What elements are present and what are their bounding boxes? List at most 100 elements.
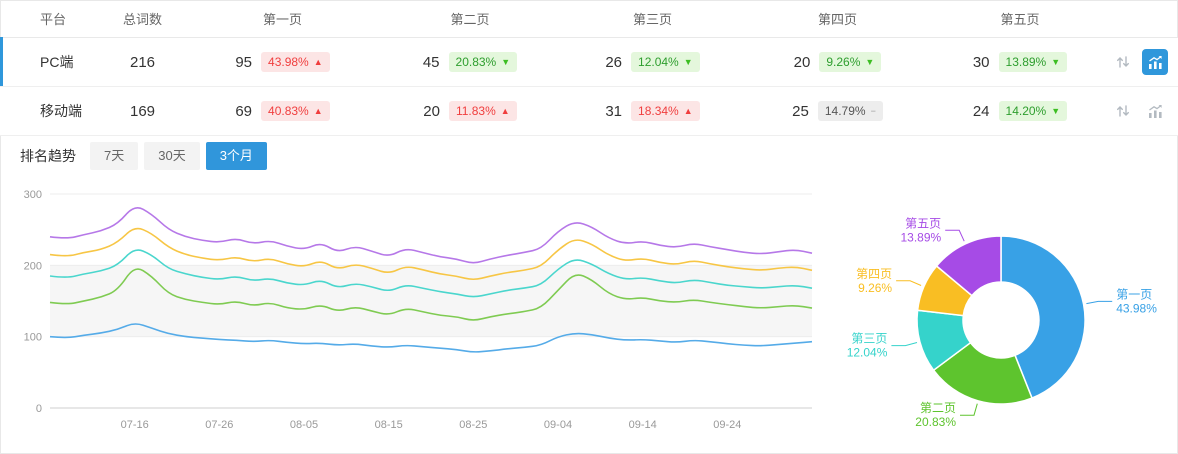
sort-button[interactable] bbox=[1110, 98, 1136, 124]
up-arrow-icon: ▲ bbox=[313, 56, 323, 67]
y-axis-tick-label: 300 bbox=[24, 189, 42, 201]
page-count: 30 bbox=[972, 53, 990, 71]
trend-line-series-5 bbox=[49, 207, 813, 264]
donut-slice-5[interactable] bbox=[935, 235, 1002, 297]
up-arrow-icon: ▲ bbox=[683, 105, 693, 116]
donut-slice-label: 第五页 bbox=[905, 216, 941, 230]
donut-slice-percent: 9.26% bbox=[858, 281, 892, 295]
line-chart-svg: 0 100 200 300 07-16 07-26 08-05 08-15 08-25 09-04… bbox=[24, 189, 813, 431]
trend-tab-3[interactable]: 3个月 bbox=[205, 142, 267, 170]
trend-toolbar: 排名趋势 7天 30天 3个月 bbox=[0, 136, 1178, 176]
change-percent: 43.98% bbox=[268, 55, 309, 69]
donut-slice-percent: 12.04% bbox=[847, 346, 888, 360]
x-axis-tick-label: 09-14 bbox=[629, 419, 657, 431]
trend-title: 排名趋势 bbox=[20, 148, 76, 164]
trend-tab-2[interactable]: 30天 bbox=[144, 142, 200, 170]
page-1-cell: 69 40.83% ▲ bbox=[185, 101, 380, 121]
trend-line-series-3 bbox=[49, 249, 813, 298]
y-axis-tick-label: 200 bbox=[24, 260, 42, 272]
total-words-count: 216 bbox=[129, 53, 156, 71]
sort-button[interactable] bbox=[1110, 49, 1136, 75]
total-words-count: 169 bbox=[129, 102, 156, 120]
page-2-cell: 20 11.83% ▲ bbox=[380, 101, 560, 121]
change-percent: 20.83% bbox=[455, 55, 497, 69]
donut-slice-label: 第二页 bbox=[920, 401, 956, 415]
column-header-2: 总词数 bbox=[122, 12, 162, 27]
donut-label-leader-line bbox=[945, 229, 965, 242]
y-axis-tick-label: 0 bbox=[36, 403, 42, 415]
y-axis-tick-label: 100 bbox=[24, 332, 42, 344]
bar-chart-icon bbox=[1148, 55, 1162, 69]
change-percent: 14.79% bbox=[824, 104, 866, 118]
page-count: 25 bbox=[792, 102, 809, 120]
column-header-1: 平台 bbox=[40, 12, 67, 27]
x-axis-tick-label: 09-24 bbox=[713, 419, 741, 431]
donut-label-leader-line bbox=[1086, 300, 1113, 305]
x-axis-tick-label: 08-25 bbox=[459, 419, 487, 431]
table-body: PC端 216 95 43.98% ▲ 45 20.83% ▼ 26 12.04% ▼ 20 9.26%… bbox=[0, 37, 1178, 136]
down-arrow-icon: ▼ bbox=[865, 56, 875, 67]
donut-slice-label: 第四页 bbox=[856, 267, 892, 281]
page-distribution-donut: 第一页 43.98% 第二页 20.83% 第三页 12.04% 第四页 9.26% 第五页 13… bbox=[822, 176, 1178, 454]
x-axis-tick-label: 07-26 bbox=[205, 419, 233, 431]
donut-label-leader-line bbox=[960, 403, 978, 416]
page-5-cell: 24 14.20% ▼ bbox=[930, 101, 1110, 121]
page-5-cell: 30 13.89% ▼ bbox=[930, 52, 1110, 72]
trend-tab-1[interactable]: 7天 bbox=[90, 142, 139, 170]
column-header-4: 第二页 bbox=[450, 12, 490, 27]
page-4-cell: 20 9.26% ▼ bbox=[745, 52, 930, 72]
trend-chart-toggle-button[interactable] bbox=[1142, 49, 1168, 75]
bar-chart-icon bbox=[1148, 104, 1162, 118]
donut-slice-2[interactable] bbox=[932, 341, 1033, 405]
page-count: 95 bbox=[235, 53, 253, 71]
x-axis-tick-label: 07-16 bbox=[121, 419, 149, 431]
page-count: 24 bbox=[972, 102, 990, 120]
change-percent: 13.89% bbox=[1005, 55, 1047, 69]
up-arrow-icon: ▲ bbox=[313, 105, 323, 116]
donut-slice-label: 第一页 bbox=[1116, 287, 1152, 301]
page-count: 31 bbox=[605, 102, 623, 120]
page-count: 69 bbox=[235, 102, 253, 120]
table-row-1[interactable]: PC端 216 95 43.98% ▲ 45 20.83% ▼ 26 12.04% ▼ 20 9.26%… bbox=[0, 37, 1178, 87]
x-axis-tick-label: 09-04 bbox=[544, 419, 572, 431]
change-percent: 9.26% bbox=[826, 55, 861, 69]
up-arrow-icon: ▲ bbox=[500, 105, 510, 116]
change-badge: 11.83% ▲ bbox=[448, 101, 517, 121]
change-badge: 12.04% ▼ bbox=[631, 52, 700, 72]
table-header-row: 平台 总词数 第一页 第二页 第三页 第四页 第五页 bbox=[0, 0, 1178, 38]
down-arrow-icon: ▼ bbox=[1051, 56, 1061, 67]
trend-chart-toggle-button[interactable] bbox=[1142, 98, 1168, 124]
charts-area: 0 100 200 300 07-16 07-26 08-05 08-15 08-25 09-04… bbox=[0, 176, 1178, 454]
change-percent: 18.34% bbox=[638, 104, 679, 118]
trend-line-chart: 0 100 200 300 07-16 07-26 08-05 08-15 08-25 09-04… bbox=[0, 176, 822, 451]
change-percent: 40.83% bbox=[268, 104, 309, 118]
donut-slice-percent: 13.89% bbox=[900, 230, 941, 244]
x-axis-tick-label: 08-15 bbox=[375, 419, 403, 431]
column-header-3: 第一页 bbox=[262, 12, 302, 27]
change-percent: 14.20% bbox=[1005, 104, 1047, 118]
trend-line-series-1 bbox=[49, 323, 813, 353]
page-4-cell: 25 14.79% − bbox=[745, 101, 930, 121]
down-arrow-icon: ▼ bbox=[1051, 105, 1061, 116]
change-badge: 13.89% ▼ bbox=[998, 52, 1068, 72]
donut-slice-percent: 43.98% bbox=[1116, 301, 1157, 315]
flat-dash-icon: − bbox=[870, 105, 876, 116]
page-3-cell: 26 12.04% ▼ bbox=[560, 52, 745, 72]
sort-arrows-icon bbox=[1117, 105, 1129, 117]
page-1-cell: 95 43.98% ▲ bbox=[185, 52, 380, 72]
table-row-2[interactable]: 移动端 169 69 40.83% ▲ 20 11.83% ▲ 31 18.34% ▲ 25 14.79… bbox=[0, 87, 1178, 136]
page-count: 20 bbox=[793, 53, 811, 71]
column-header-6: 第四页 bbox=[817, 12, 857, 27]
donut-slice-1[interactable] bbox=[1000, 235, 1086, 400]
platform-name: 移动端 bbox=[40, 103, 82, 119]
change-badge: 20.83% ▼ bbox=[448, 52, 518, 72]
trend-line-series-4 bbox=[49, 227, 813, 281]
row-actions bbox=[1110, 98, 1178, 124]
change-percent: 12.04% bbox=[638, 55, 679, 69]
page-count: 26 bbox=[605, 53, 623, 71]
row-actions bbox=[1110, 49, 1178, 75]
page-3-cell: 31 18.34% ▲ bbox=[560, 101, 745, 121]
page-2-cell: 45 20.83% ▼ bbox=[380, 52, 560, 72]
